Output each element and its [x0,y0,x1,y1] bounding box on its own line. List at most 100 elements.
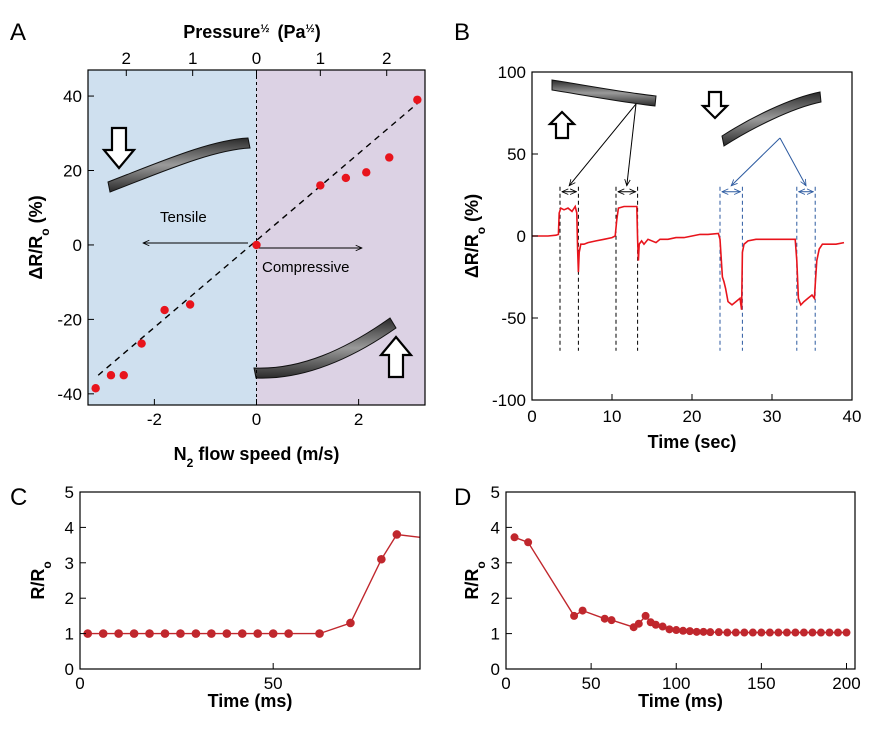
top-tick-label: 1 [188,49,197,68]
x-tick-label: 50 [582,674,601,693]
data-point [808,628,817,637]
y-tick-label: 5 [65,483,74,502]
x-axis-label: N2 flow speed (m/s) [174,444,340,470]
data-point [392,530,402,539]
data-points [83,530,402,638]
data-point [114,629,123,638]
data-point [731,628,740,637]
x-tick-label: 0 [75,674,84,693]
x-tick-label: 20 [683,407,702,426]
data-point [706,628,715,637]
data-point [268,629,278,638]
data-point [160,629,170,638]
plot-frame [505,491,856,670]
data-point [634,619,643,628]
top-axis-label: Pressure½ (Pa½) [183,22,320,42]
data-point [774,628,783,637]
data-point [524,538,533,547]
y-tick-label: 0 [73,236,82,255]
data-point [362,168,371,177]
data-point [714,628,723,637]
y-tick-label: 20 [63,162,82,181]
y-tick-label: -50 [501,309,526,328]
data-point [129,629,139,638]
direction-arrows [143,243,362,248]
data-point [91,384,100,393]
x-tick-label: 100 [662,674,690,693]
data-point [385,153,394,162]
x-axis-label: Time (ms) [638,691,723,711]
y-tick-label: 50 [507,145,526,164]
data-point [137,339,146,348]
panel-c-chart: 0 50 0 1 2 3 4 5 Time (ms) R/Ro [28,483,421,711]
data-point [160,305,169,315]
data-point [748,628,757,637]
y-tick-label: 1 [65,625,74,644]
y-tick-label: 4 [491,518,500,537]
y-axis-label: ΔR/Ro (%) [462,194,488,278]
y-tick-label: 4 [65,518,74,537]
up-arrow-icon [547,110,577,140]
y-tick-label: -40 [57,385,82,404]
axis-ticks: 0 10 20 30 40 -100 -50 0 50 100 [492,63,861,426]
top-tick-label: 1 [316,49,325,68]
y-axis-label: R/Ro [462,561,488,599]
x-axis-label: Time (sec) [648,432,737,452]
series-line [87,533,421,635]
event-guides [559,103,816,351]
top-tick-label: 2 [122,49,131,68]
y-tick-label: 100 [498,63,526,82]
x-tick-label: 50 [264,674,283,693]
data-points [510,533,851,637]
y-tick-label: 2 [65,589,74,608]
data-point [651,620,660,629]
compressive-beam [721,91,822,147]
data-point [315,629,324,638]
pointer-line [731,137,781,186]
resistance-trace [532,204,845,310]
data-point [665,625,674,634]
data-point [222,629,232,638]
pointer-line [779,137,806,186]
data-point [377,554,386,564]
x-tick-label: -2 [147,410,162,429]
y-tick-label: -100 [492,391,526,410]
data-point [145,629,154,638]
data-point [185,300,195,309]
data-point [252,240,261,250]
compressive-beam [253,317,397,379]
data-point [237,629,247,638]
pointer-line [627,103,637,186]
data-point [799,628,808,637]
data-point [641,611,650,620]
data-point [570,611,579,620]
data-point [699,627,708,636]
data-point [341,173,351,183]
data-point [176,629,185,638]
plot-frame [79,491,421,670]
tensile-beam [551,79,657,107]
panel-letter-c: C [10,484,27,511]
linear-fit-line [97,102,418,376]
panel-d-chart: 0 50 100 150 200 0 1 2 3 4 5 Time (ms) R/Ro [462,483,861,711]
data-point [842,628,851,637]
data-point [119,371,128,380]
panel-letter-a: A [10,19,26,46]
up-arrow-icon [378,335,414,379]
data-point [207,629,216,638]
x-tick-label: 150 [747,674,775,693]
data-point [253,629,263,638]
top-tick-label: 2 [382,49,391,68]
y-tick-label: 0 [517,227,526,246]
beam-illustrations [101,126,414,379]
data-point [607,616,616,625]
panel-b-chart: 0 10 20 30 40 -100 -50 0 50 100 Time (sec) ΔR/Ro … [462,63,861,452]
tensile-label: Tensile [160,209,207,226]
data-point [791,628,800,637]
x-tick-label: 200 [832,674,860,693]
x-tick-label: 0 [527,407,536,426]
axis-ticks: 0 50 0 1 2 3 4 5 [65,483,283,693]
data-point [658,622,667,631]
